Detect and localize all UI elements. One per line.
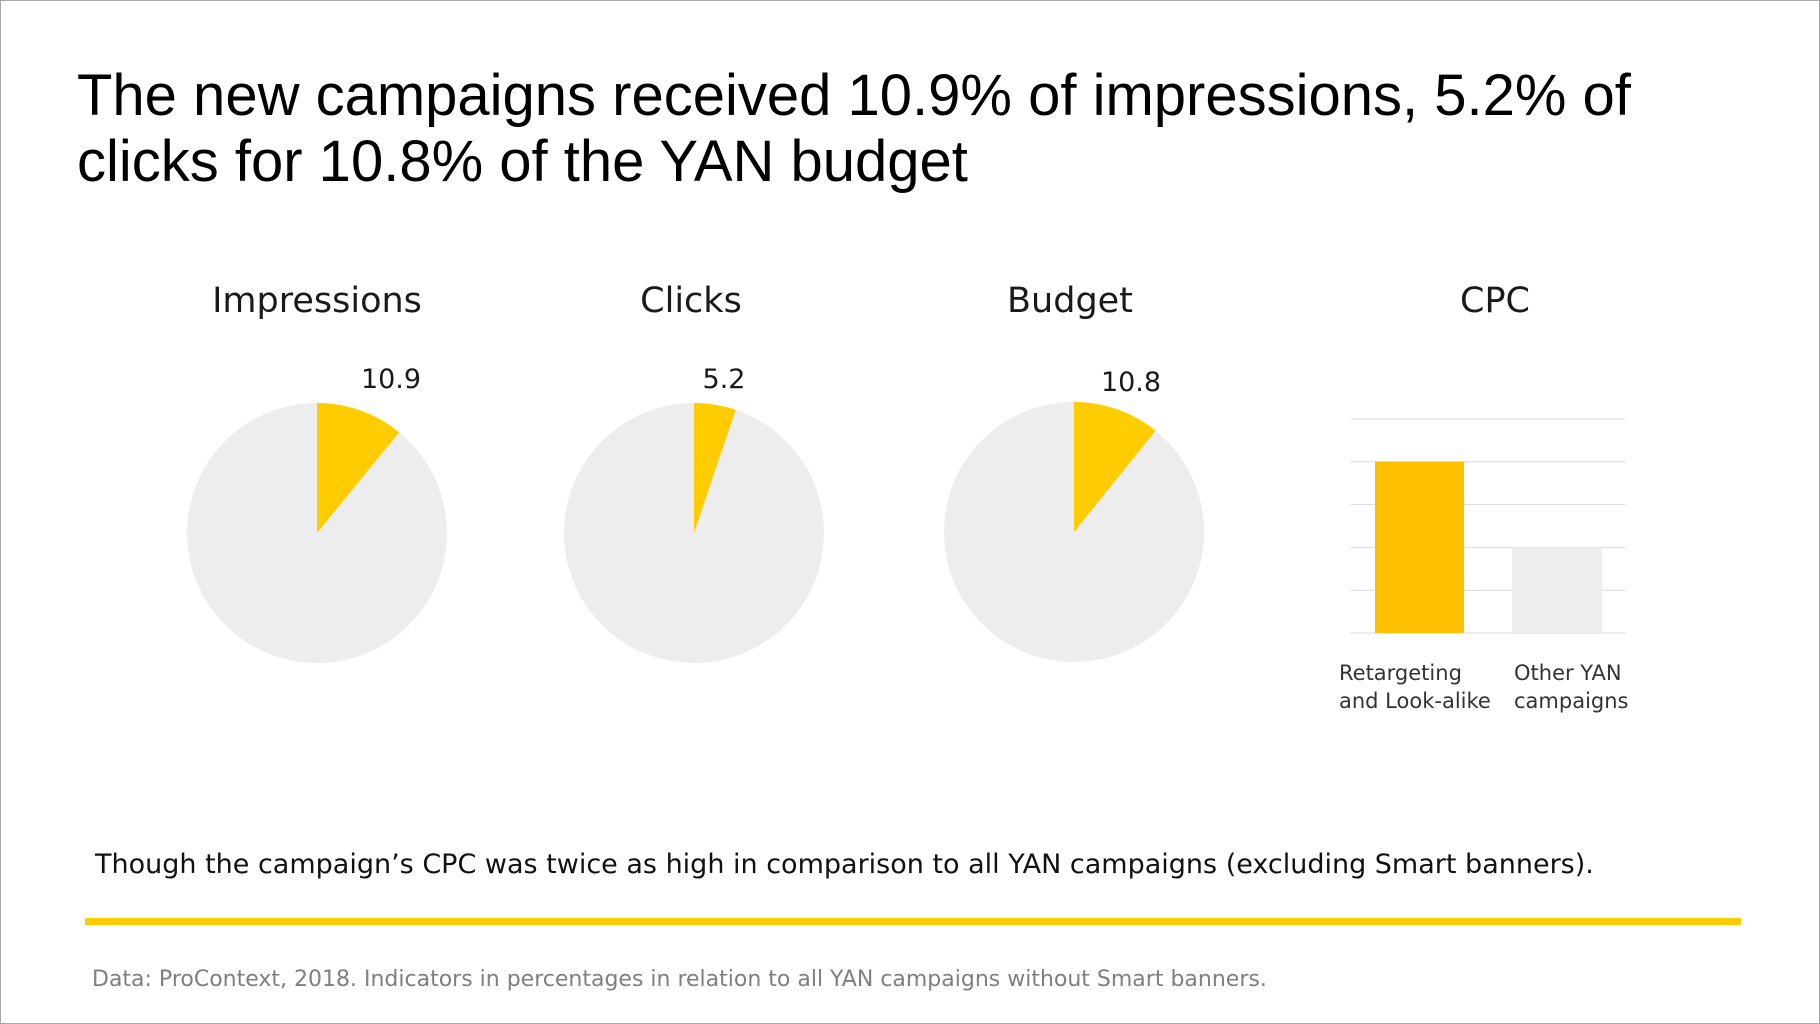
cpc-category-label-1-line-1: Retargeting <box>1339 661 1462 685</box>
impressions-pie-rest-slice <box>187 403 448 663</box>
cpc-chart-title: CPC <box>1460 281 1530 321</box>
clicks-chart-title: Clicks <box>640 281 742 321</box>
accent-divider <box>85 918 1741 925</box>
cpc-category-label-1-line-2: and Look-alike <box>1339 689 1491 713</box>
budget-pie-value-label: 10.8 <box>1101 367 1161 398</box>
cpc-category-label-2-line-2: campaigns <box>1514 689 1629 713</box>
impressions-pie-value-slice <box>317 403 400 533</box>
budget-chart-title: Budget <box>1007 281 1133 321</box>
cpc-category-label-1: Retargeting and Look-alike <box>1339 659 1509 715</box>
cpc-category-label-2-line-1: Other YAN <box>1514 661 1622 685</box>
cpc-category-label-2: Other YAN campaigns <box>1514 659 1684 715</box>
cpc-bar-2 <box>1512 547 1602 633</box>
source-footnote: Data: ProContext, 2018. Indicators in pe… <box>92 967 1267 992</box>
budget-pie-value-slice <box>1074 402 1156 532</box>
cpc-note: Though the campaign’s CPC was twice as h… <box>95 849 1594 880</box>
headline: The new campaigns received 10.9% of impr… <box>77 63 1631 194</box>
cpc-bar-1 <box>1375 461 1464 633</box>
budget-pie-rest-slice <box>944 402 1204 663</box>
impressions-pie-value-label: 10.9 <box>361 364 421 395</box>
impressions-chart-title: Impressions <box>212 281 422 321</box>
clicks-pie-value-label: 5.2 <box>703 364 746 395</box>
clicks-pie-value-slice <box>694 403 736 533</box>
